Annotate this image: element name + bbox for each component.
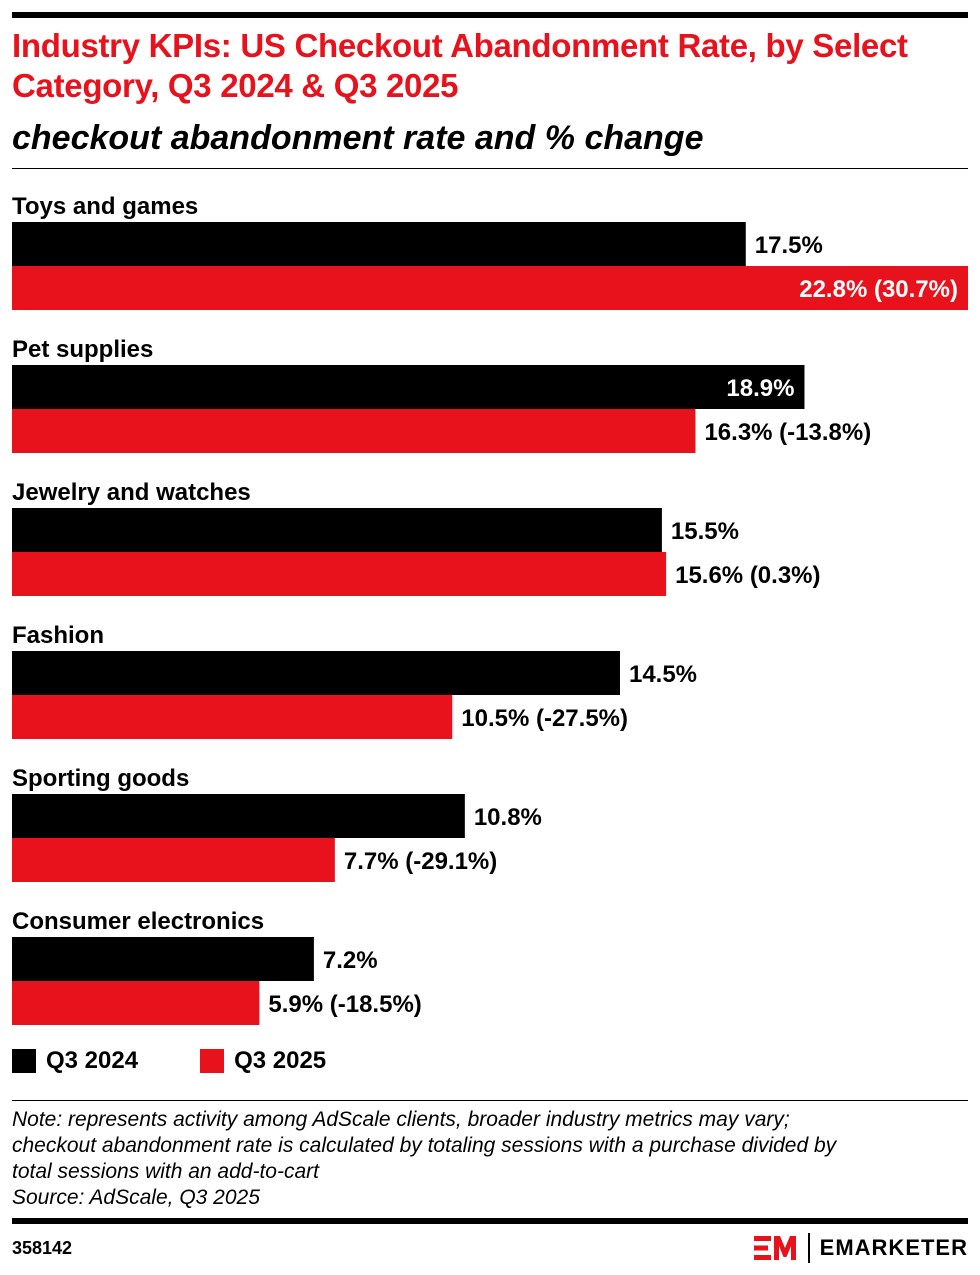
bar-fashion-q3-2024: [12, 651, 620, 695]
data-label-toys-and-games-q3-2024: 17.5%: [755, 232, 823, 259]
data-label-sporting-goods-q3-2024: 10.8%: [474, 804, 542, 831]
legend-swatch-q3-2025: [200, 1049, 225, 1073]
legend-item-q3-2024: Q3 2024: [12, 1047, 138, 1075]
category-label-consumer-electronics: Consumer electronics: [12, 908, 264, 935]
data-label-sporting-goods-q3-2025: 7.7% (-29.1%): [344, 848, 497, 875]
header-divider: [12, 168, 968, 169]
legend-label-q3-2025: Q3 2025: [234, 1047, 327, 1074]
brand-name: EMARKETER: [819, 1235, 968, 1260]
bottom-rule: [12, 1218, 968, 1224]
bar-pet-supplies-q3-2025: [12, 409, 696, 453]
bar-sporting-goods-q3-2025: [12, 838, 335, 882]
source-line: Source: AdScale, Q3 2025: [12, 1186, 260, 1209]
chart-title: Industry KPIs: US Checkout Abandonment R…: [12, 27, 908, 104]
chart-legend: Q3 2024 Q3 2025: [12, 1047, 388, 1075]
footnote: Note: represents activity among AdScale …: [12, 1107, 968, 1211]
category-label-jewelry-and-watches: Jewelry and watches: [12, 479, 251, 506]
brand-logo: EMARKETER: [753, 1232, 968, 1264]
bar-toys-and-games-q3-2025: [12, 266, 968, 310]
data-label-pet-supplies-q3-2024: 18.9%: [726, 375, 794, 402]
note-line: total sessions with an add-to-cart: [12, 1160, 319, 1183]
bar-consumer-electronics-q3-2025: [12, 981, 260, 1025]
bar-toys-and-games-q3-2024: [12, 222, 746, 266]
category-label-fashion: Fashion: [12, 622, 104, 649]
data-label-consumer-electronics-q3-2025: 5.9% (-18.5%): [268, 991, 421, 1018]
legend-label-q3-2024: Q3 2024: [46, 1047, 139, 1074]
brand-separator: [807, 1233, 810, 1263]
chart-id: 358142: [12, 1238, 73, 1258]
data-label-fashion-q3-2024: 14.5%: [629, 661, 697, 688]
category-label-pet-supplies: Pet supplies: [12, 336, 153, 363]
note-line: Note: represents activity among AdScale …: [12, 1108, 790, 1131]
chart-subtitle: checkout abandonment rate and % change: [12, 119, 704, 157]
note-line: checkout abandonment rate is calculated …: [12, 1134, 837, 1157]
bar-jewelry-and-watches-q3-2025: [12, 552, 667, 596]
bar-chart: Toys and games 17.5% 22.8% (30.7%) Pet supp…: [12, 193, 968, 1025]
data-label-consumer-electronics-q3-2024: 7.2%: [323, 947, 378, 974]
bar-sporting-goods-q3-2024: [12, 794, 465, 838]
footer-divider: [12, 1100, 968, 1101]
data-label-fashion-q3-2025: 10.5% (-27.5%): [461, 705, 628, 732]
category-label-sporting-goods: Sporting goods: [12, 765, 189, 792]
category-label-toys-and-games: Toys and games: [12, 193, 198, 220]
data-label-pet-supplies-q3-2025: 16.3% (-13.8%): [704, 419, 871, 446]
data-label-toys-and-games-q3-2025: 22.8% (30.7%): [799, 276, 958, 303]
bar-fashion-q3-2025: [12, 695, 453, 739]
bar-jewelry-and-watches-q3-2024: [12, 508, 662, 552]
top-rule: [12, 12, 968, 18]
bar-pet-supplies-q3-2024: [12, 365, 805, 409]
bar-consumer-electronics-q3-2024: [12, 937, 314, 981]
em-logo-icon: [753, 1236, 796, 1260]
data-label-jewelry-and-watches-q3-2025: 15.6% (0.3%): [675, 562, 820, 589]
data-label-jewelry-and-watches-q3-2024: 15.5%: [671, 518, 739, 545]
legend-swatch-q3-2024: [12, 1049, 36, 1073]
legend-item-q3-2025: Q3 2025: [200, 1047, 326, 1075]
